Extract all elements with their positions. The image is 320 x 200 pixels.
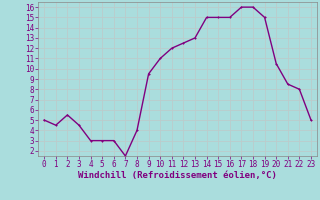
X-axis label: Windchill (Refroidissement éolien,°C): Windchill (Refroidissement éolien,°C) [78,171,277,180]
